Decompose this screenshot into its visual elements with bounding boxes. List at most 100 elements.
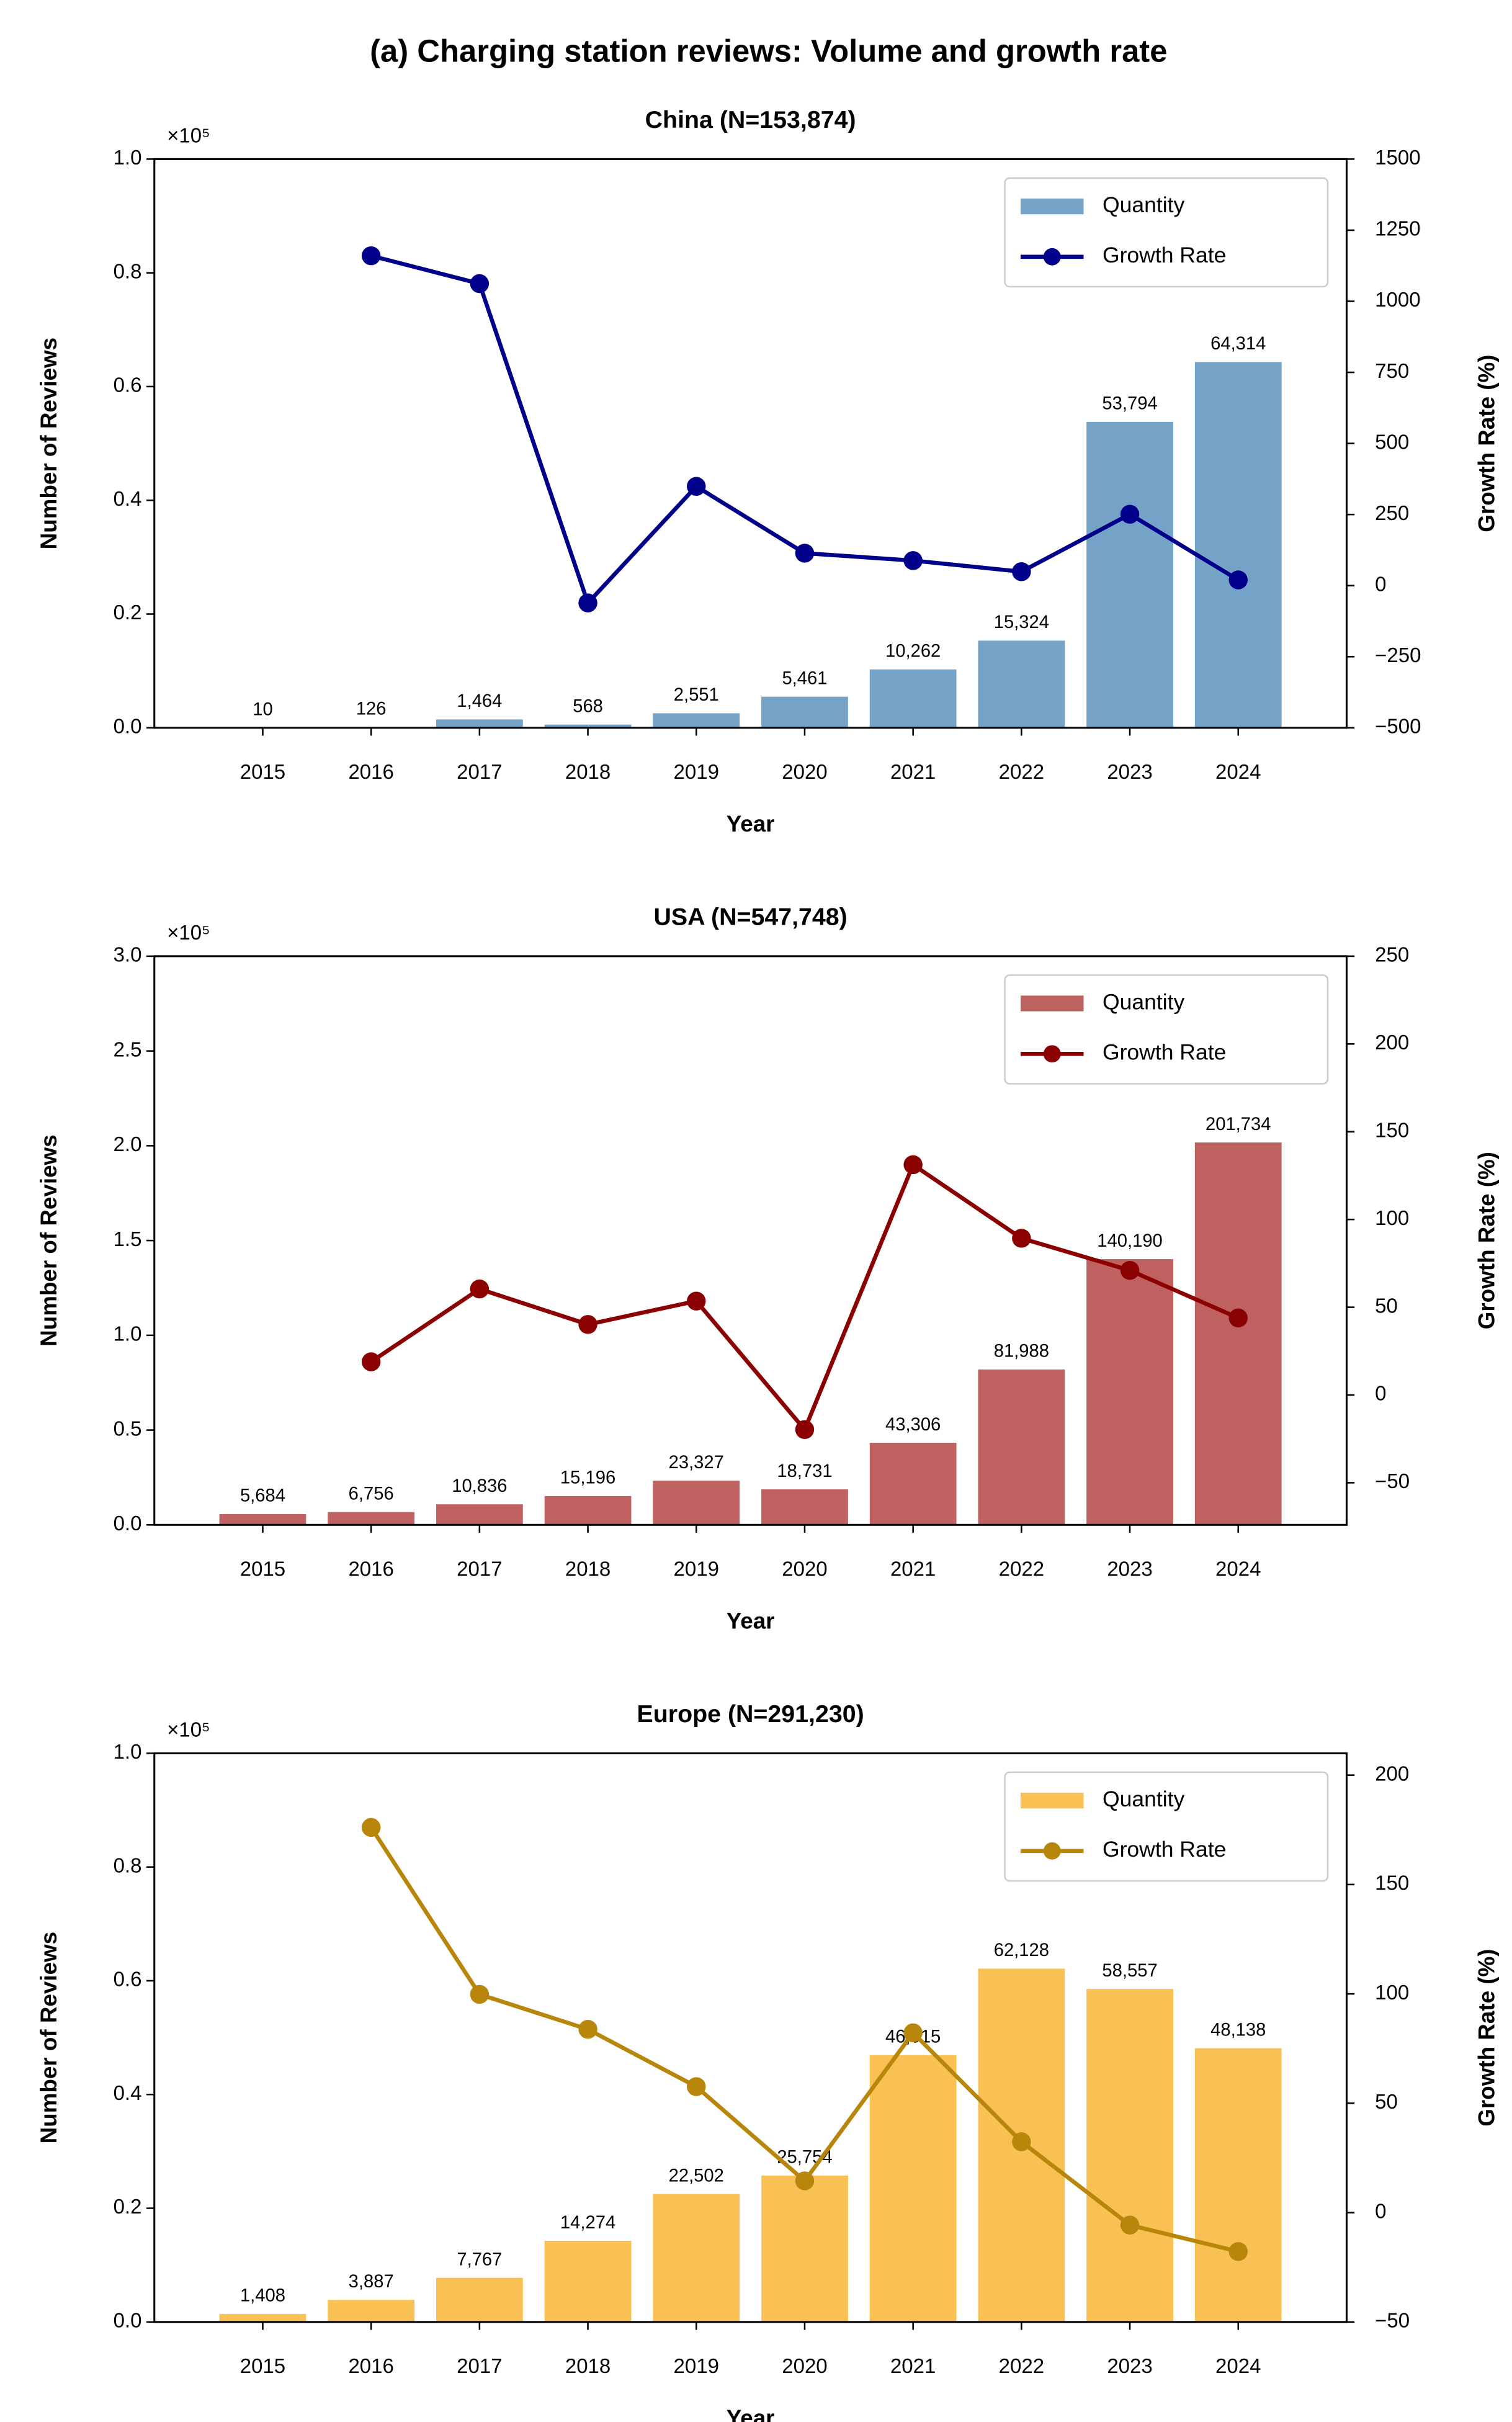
growth-point	[470, 1985, 490, 2004]
value-label: 1,408	[240, 2286, 285, 2306]
legend-label: Growth Rate	[1103, 243, 1226, 267]
y2-tick-label: 150	[1375, 1872, 1409, 1895]
legend-label: Quantity	[1103, 989, 1185, 1014]
y2-tick-label: 250	[1375, 943, 1409, 966]
x-tick-label: 2024	[1215, 2354, 1261, 2377]
legend-label: Growth Rate	[1103, 1040, 1226, 1065]
value-label: 23,327	[669, 1453, 724, 1473]
y-scale-label: ×10⁵	[167, 1718, 210, 1741]
bar	[1086, 421, 1173, 728]
growth-point	[1012, 2132, 1031, 2151]
bar	[328, 1512, 415, 1525]
legend-swatch-marker	[1043, 248, 1061, 266]
bar	[544, 1496, 632, 1525]
legend-box	[1004, 177, 1329, 288]
y-tick-label: 3.0	[114, 943, 142, 966]
y-tick-label: 0.4	[114, 2081, 142, 2104]
x-axis-label: Year	[727, 811, 775, 836]
bar	[869, 669, 957, 728]
growth-point	[1120, 505, 1140, 524]
bar	[328, 2300, 415, 2322]
growth-point	[470, 1279, 490, 1299]
x-tick-label: 2016	[348, 760, 393, 783]
y2-tick-label: −50	[1375, 1469, 1410, 1492]
bar	[1194, 362, 1282, 728]
y-tick-label: 0.5	[114, 1417, 142, 1440]
y2-tick-label: 200	[1375, 1031, 1409, 1054]
y2-tick-label: 0	[1375, 1382, 1386, 1405]
axes-frame	[153, 1752, 1348, 2323]
growth-point	[361, 1352, 381, 1371]
legend-swatch-marker	[1043, 1842, 1061, 1860]
x-tick-label: 2022	[999, 760, 1044, 783]
x-tick-label: 2018	[565, 760, 611, 783]
x-tick-label: 2024	[1215, 760, 1261, 783]
x-tick-label: 2020	[782, 1558, 827, 1581]
chart-title: Europe (N=291,230)	[637, 1700, 864, 1728]
bar	[1086, 1989, 1173, 2322]
value-label: 10	[253, 699, 272, 719]
x-axis-label: Year	[727, 1608, 775, 1633]
growth-point	[361, 1818, 381, 1837]
x-tick-label: 2021	[890, 1558, 936, 1581]
x-tick-label: 2018	[565, 1558, 611, 1581]
bar	[869, 1443, 957, 1525]
growth-point	[1120, 1260, 1140, 1280]
legend-box	[1004, 974, 1329, 1085]
y2-tick-label: 0	[1375, 572, 1386, 595]
y2-tick-label: 100	[1375, 1981, 1409, 2004]
bar	[436, 719, 523, 728]
x-tick-label: 2017	[457, 2354, 502, 2377]
growth-point	[687, 477, 706, 496]
growth-point	[578, 1315, 597, 1334]
value-label: 201,734	[1206, 1115, 1271, 1134]
value-label: 7,767	[457, 2249, 502, 2269]
y-tick-label: 0.2	[114, 601, 142, 624]
y-tick-label: 0.0	[114, 2309, 142, 2332]
bar	[219, 1514, 306, 1525]
x-tick-label: 2015	[240, 2354, 285, 2377]
x-tick-label: 2016	[348, 1558, 393, 1581]
y-tick-label: 0.0	[114, 715, 142, 738]
growth-point	[903, 551, 923, 570]
y2-axis-label: Growth Rate (%)	[1474, 354, 1500, 532]
value-label: 64,314	[1210, 334, 1266, 354]
y-tick-label: 2.0	[114, 1133, 142, 1155]
y-axis-label: Number of Reviews	[36, 1932, 61, 2144]
bar	[978, 640, 1065, 728]
growth-point	[687, 1291, 706, 1311]
bar	[219, 2313, 306, 2322]
value-label: 3,887	[349, 2272, 394, 2292]
y2-tick-label: 1500	[1375, 146, 1420, 169]
bar	[436, 1504, 523, 1525]
y2-tick-label: 750	[1375, 359, 1409, 382]
x-tick-label: 2017	[457, 1558, 502, 1581]
x-tick-label: 2019	[674, 2354, 719, 2377]
x-tick-label: 2022	[999, 1558, 1044, 1581]
x-tick-label: 2022	[999, 2354, 1044, 2377]
x-tick-label: 2023	[1107, 1558, 1152, 1581]
x-tick-label: 2020	[782, 2354, 827, 2377]
value-label: 81,988	[994, 1342, 1049, 1361]
growth-point	[903, 2023, 923, 2043]
y-tick-label: 1.5	[114, 1227, 142, 1250]
growth-point	[795, 1420, 815, 1439]
y2-tick-label: 1250	[1375, 217, 1420, 240]
x-tick-label: 2019	[674, 1558, 719, 1581]
value-label: 568	[573, 696, 603, 716]
growth-point	[1012, 1229, 1031, 1248]
growth-point	[903, 1155, 923, 1175]
x-tick-label: 2023	[1107, 2354, 1152, 2377]
y2-tick-label: 250	[1375, 501, 1409, 524]
bar	[1086, 1259, 1173, 1525]
x-tick-label: 2015	[240, 1558, 285, 1581]
x-tick-label: 2019	[674, 760, 719, 783]
value-label: 58,557	[1102, 1961, 1157, 1981]
x-tick-label: 2024	[1215, 1558, 1261, 1581]
axes-frame	[153, 158, 1348, 729]
chart-title: USA (N=547,748)	[653, 903, 847, 930]
bar	[869, 2055, 957, 2322]
x-tick-label: 2020	[782, 760, 827, 783]
value-label: 48,138	[1210, 2020, 1266, 2040]
growth-point	[578, 2019, 597, 2039]
